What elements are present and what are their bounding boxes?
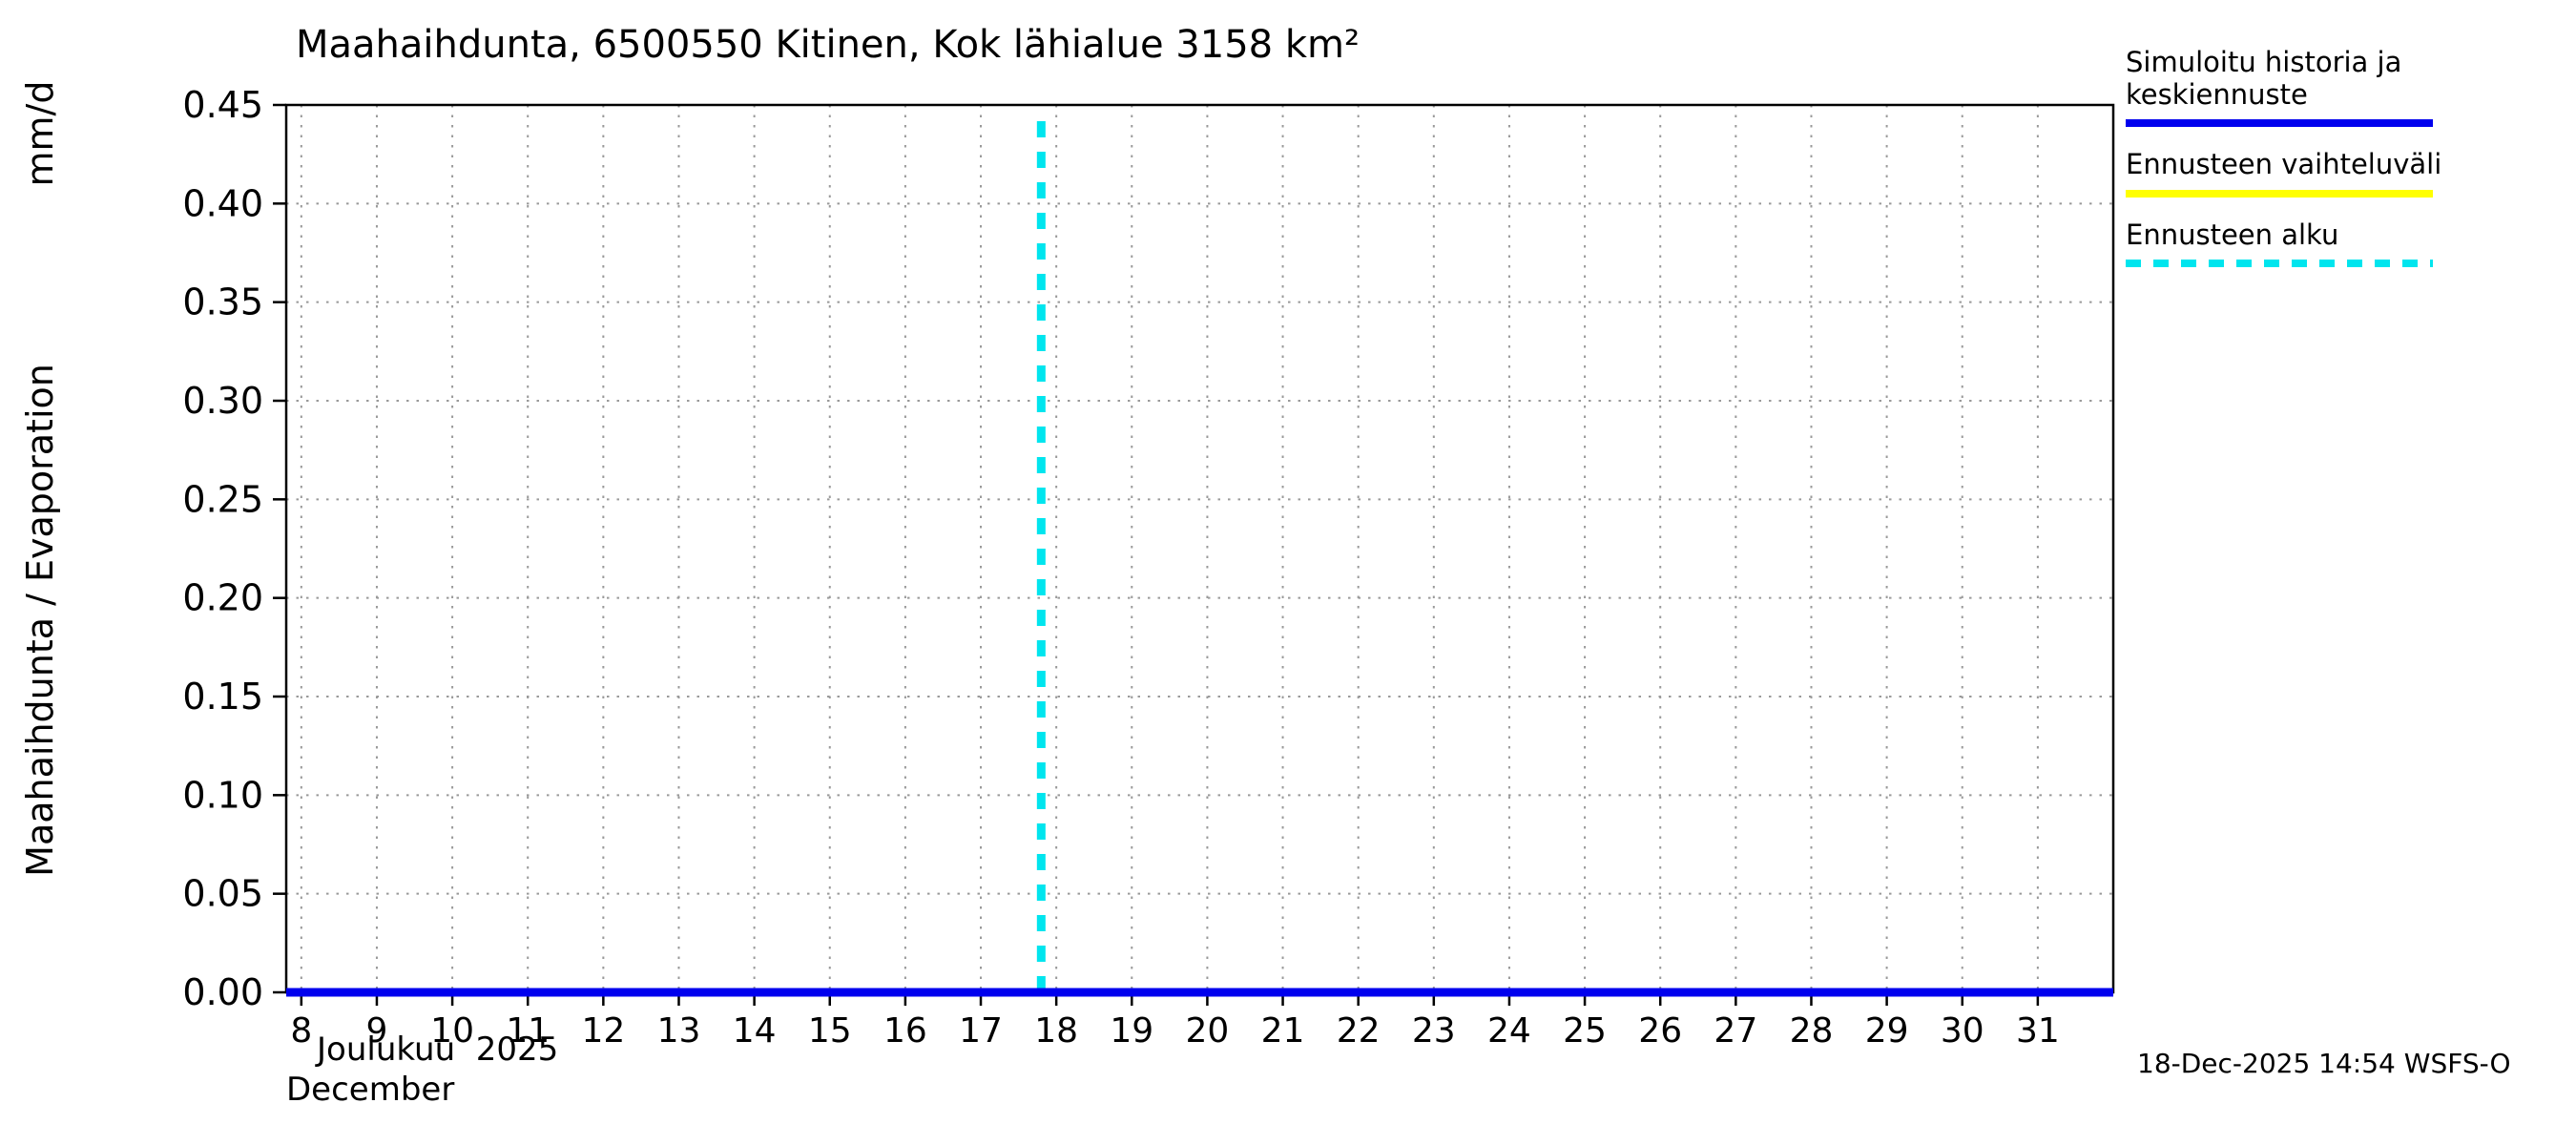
x-tick-label: 10 [430,1011,474,1051]
y-tick-label: 0.05 [182,873,263,915]
legend-line-sample [2126,119,2433,128]
x-axis-month-label-en: December [286,1071,455,1109]
legend-item: Ennusteen alku [2126,219,2446,267]
x-tick-label: 16 [883,1011,927,1051]
x-axis-month-label-fi: Joulukuu 2025 [317,1030,559,1069]
x-tick-label: 30 [1941,1011,1984,1051]
y-tick-label: 0.35 [182,281,263,323]
x-tick-label: 19 [1110,1011,1153,1051]
x-tick-label: 27 [1714,1011,1757,1051]
legend: Simuloitu historia ja keskiennuste Ennust… [2126,46,2446,288]
y-axis-label: Maahaihdunta / Evaporation [19,364,61,877]
legend-label: Ennusteen vaihteluväli [2126,148,2442,181]
legend-item: Simuloitu historia ja keskiennuste [2126,46,2446,128]
x-tick-label: 12 [581,1011,625,1051]
x-tick-label: 13 [657,1011,701,1051]
timestamp: 18-Dec-2025 14:54 WSFS-O [2137,1048,2511,1079]
y-tick-label: 0.20 [182,577,263,619]
x-tick-label: 17 [959,1011,1003,1051]
legend-item: Ennusteen vaihteluväli [2126,148,2446,198]
y-tick-label: 0.15 [182,676,263,718]
x-tick-label: 23 [1412,1011,1456,1051]
y-tick-label: 0.10 [182,774,263,816]
y-tick-label: 0.45 [182,84,263,126]
y-tick-label: 0.40 [182,182,263,224]
x-tick-label: 22 [1337,1011,1381,1051]
x-tick-label: 9 [366,1011,388,1051]
x-tick-label: 25 [1563,1011,1607,1051]
legend-label: Simuloitu historia ja keskiennuste [2126,46,2402,112]
x-tick-label: 21 [1261,1011,1305,1051]
x-tick-label: 15 [808,1011,852,1051]
x-tick-label: 24 [1487,1011,1531,1051]
chart-title: Maahaihdunta, 6500550 Kitinen, Kok lähia… [296,23,1360,67]
x-tick-label: 18 [1034,1011,1078,1051]
x-tick-label: 26 [1638,1011,1682,1051]
x-tick-label: 31 [2016,1011,2060,1051]
x-tick-label: 20 [1186,1011,1230,1051]
y-tick-label: 0.25 [182,478,263,520]
y-axis-units-label: mm/d [19,81,61,187]
x-tick-label: 11 [506,1011,550,1051]
x-tick-label: 29 [1865,1011,1909,1051]
x-tick-label: 28 [1790,1011,1834,1051]
y-tick-label: 0.30 [182,380,263,422]
legend-label: Ennusteen alku [2126,218,2339,251]
x-tick-label: 14 [733,1011,777,1051]
legend-line-sample [2126,259,2433,267]
y-tick-label: 0.00 [182,971,263,1013]
legend-line-sample [2126,189,2433,198]
x-tick-label: 8 [290,1011,312,1051]
plot-frame [284,103,2115,994]
